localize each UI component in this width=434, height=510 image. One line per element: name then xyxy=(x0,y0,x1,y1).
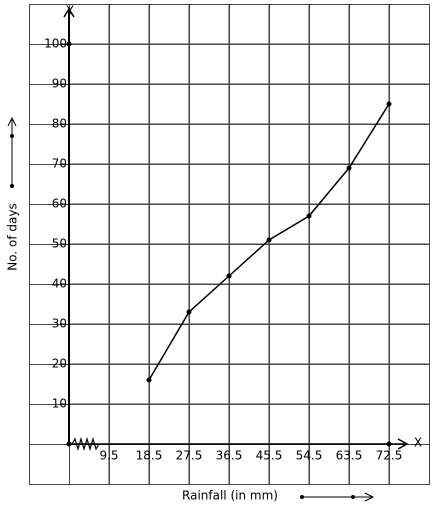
y-tick-label: 50 xyxy=(52,237,67,251)
data-point xyxy=(306,213,312,219)
direction-arrow-head xyxy=(364,492,375,502)
y-tick-label: 100 xyxy=(44,37,67,51)
data-point xyxy=(266,237,272,243)
origin-dot xyxy=(66,441,72,447)
y-arrow xyxy=(63,7,75,18)
x-tick-label: 72.5 xyxy=(376,449,403,463)
y-axis-name: Y xyxy=(65,4,74,18)
x-tick-label: 45.5 xyxy=(256,449,283,463)
data-point xyxy=(226,273,232,279)
axis-break xyxy=(71,436,100,452)
axis-dot xyxy=(66,41,72,47)
x-arrow xyxy=(397,438,409,450)
y-tick-label: 90 xyxy=(52,77,67,91)
arrow-dot xyxy=(10,134,14,138)
x-axis-label: Rainfall (in mm) xyxy=(182,489,278,503)
x-axis-name: X xyxy=(414,436,422,450)
data-point xyxy=(146,377,152,383)
y-tick-label: 10 xyxy=(52,397,67,411)
y-tick-label: 80 xyxy=(52,117,67,131)
x-tick-label: 63.5 xyxy=(336,449,363,463)
y-tick-label: 70 xyxy=(52,157,67,171)
x-tick-label: 36.5 xyxy=(216,449,243,463)
arrow-dot xyxy=(10,184,14,188)
x-tick-label: 27.5 xyxy=(176,449,203,463)
y-tick-label: 40 xyxy=(52,277,67,291)
x-tick-label: 9.5 xyxy=(99,449,118,463)
y-tick-label: 30 xyxy=(52,317,67,331)
y-tick-label: 20 xyxy=(52,357,67,371)
y-tick-label: 60 xyxy=(52,197,67,211)
arrow-dot xyxy=(300,495,304,499)
arrow-dot xyxy=(351,495,355,499)
data-point xyxy=(186,309,192,315)
x-tick-label: 54.5 xyxy=(296,449,323,463)
data-point xyxy=(346,165,352,171)
grid xyxy=(29,4,430,485)
data-point xyxy=(386,101,392,107)
x-tick-label: 18.5 xyxy=(136,449,163,463)
axis-dot xyxy=(386,441,392,447)
y-axis-label: No. of days xyxy=(6,203,20,270)
direction-arrow-head xyxy=(7,116,17,127)
